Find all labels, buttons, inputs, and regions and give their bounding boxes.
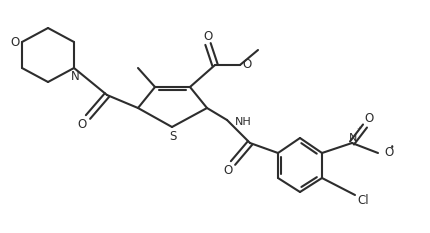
Text: O: O: [10, 35, 20, 48]
Text: •: •: [389, 144, 393, 153]
Text: O: O: [77, 119, 86, 131]
Text: Cl: Cl: [356, 193, 368, 206]
Text: O: O: [203, 30, 212, 42]
Text: ⁺: ⁺: [356, 127, 360, 136]
Text: N: N: [348, 133, 356, 143]
Text: O: O: [242, 58, 251, 72]
Text: NH: NH: [234, 117, 251, 127]
Text: O: O: [223, 164, 232, 178]
Text: O: O: [383, 147, 392, 160]
Text: O: O: [363, 113, 373, 126]
Text: N: N: [71, 69, 79, 82]
Text: S: S: [169, 130, 176, 143]
